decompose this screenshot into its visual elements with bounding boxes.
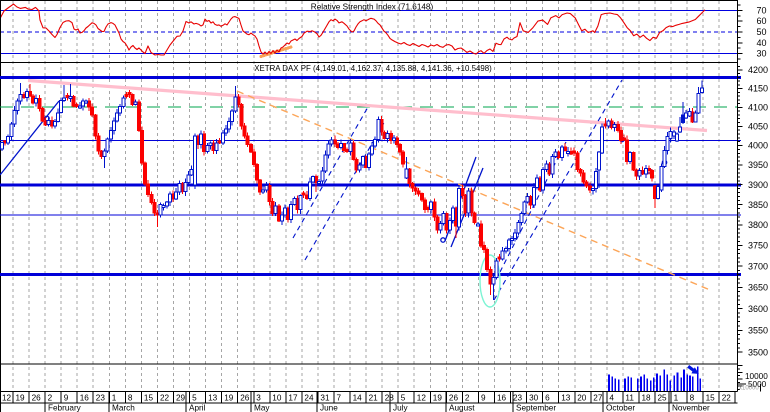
svg-text:10000: 10000 — [745, 372, 768, 381]
svg-text:4: 4 — [609, 394, 614, 403]
svg-text:3950: 3950 — [748, 160, 768, 170]
svg-text:50: 50 — [756, 27, 766, 37]
svg-text:19: 19 — [224, 394, 234, 403]
svg-text:20: 20 — [577, 394, 587, 403]
svg-text:3600: 3600 — [748, 304, 768, 314]
svg-text:27: 27 — [593, 394, 603, 403]
svg-text:12: 12 — [417, 394, 427, 403]
svg-text:13: 13 — [208, 394, 218, 403]
svg-text:5000: 5000 — [748, 380, 767, 389]
svg-text:3650: 3650 — [748, 283, 768, 293]
svg-text:23: 23 — [96, 394, 106, 403]
svg-text:August: August — [449, 404, 475, 412]
svg-text:October: October — [606, 404, 635, 412]
svg-text:March: March — [112, 404, 135, 412]
svg-text:26: 26 — [449, 394, 459, 403]
svg-text:19: 19 — [433, 394, 443, 403]
svg-text:April: April — [189, 404, 206, 412]
svg-text:9: 9 — [64, 394, 69, 403]
svg-text:23: 23 — [513, 394, 523, 403]
svg-text:29: 29 — [176, 394, 186, 403]
svg-text:3500: 3500 — [748, 347, 768, 357]
svg-text:3: 3 — [256, 394, 261, 403]
svg-text:4200: 4200 — [748, 65, 768, 75]
svg-text:7: 7 — [337, 394, 342, 403]
svg-text:6: 6 — [545, 394, 550, 403]
svg-text:5: 5 — [192, 394, 197, 403]
svg-text:3850: 3850 — [748, 200, 768, 210]
svg-text:Relative Strength Index (71.61: Relative Strength Index (71.6148) — [311, 3, 434, 12]
svg-text:11: 11 — [625, 394, 634, 403]
svg-text:4150: 4150 — [748, 84, 768, 94]
svg-text:13: 13 — [561, 394, 571, 403]
svg-text:10: 10 — [272, 394, 282, 403]
svg-text:July: July — [393, 404, 408, 412]
svg-text:May: May — [254, 404, 270, 412]
svg-text:25: 25 — [658, 394, 668, 403]
svg-text:24: 24 — [304, 394, 314, 403]
svg-text:8: 8 — [128, 394, 133, 403]
svg-text:19: 19 — [16, 394, 26, 403]
svg-text:3550: 3550 — [748, 326, 768, 336]
svg-text:3900: 3900 — [748, 180, 768, 190]
svg-text:22: 22 — [160, 394, 170, 403]
svg-text:1: 1 — [674, 394, 679, 403]
svg-text:22: 22 — [722, 394, 732, 403]
svg-text:26: 26 — [32, 394, 42, 403]
svg-text:3700: 3700 — [748, 261, 768, 271]
svg-text:3750: 3750 — [748, 241, 768, 251]
svg-text:16: 16 — [497, 394, 507, 403]
svg-text:18: 18 — [642, 394, 652, 403]
svg-text:September: September — [516, 404, 556, 412]
svg-text:26: 26 — [240, 394, 250, 403]
svg-text:2: 2 — [465, 394, 470, 403]
svg-text:15: 15 — [706, 394, 716, 403]
svg-text:2: 2 — [48, 394, 53, 403]
svg-text:8: 8 — [690, 394, 695, 403]
svg-text:4000: 4000 — [748, 141, 768, 151]
svg-text:30: 30 — [529, 394, 539, 403]
svg-text:14: 14 — [353, 394, 363, 403]
svg-text:x10000: x10000 — [739, 386, 759, 392]
svg-text:June: June — [320, 404, 338, 412]
svg-text:February: February — [48, 404, 82, 412]
svg-text:XETRA DAX PF (4,149.01, 4,162.: XETRA DAX PF (4,149.01, 4,162.37, 4,135.… — [254, 64, 492, 73]
svg-text:4050: 4050 — [748, 122, 768, 132]
svg-text:30: 30 — [756, 49, 766, 59]
svg-text:9: 9 — [481, 394, 486, 403]
svg-text:16: 16 — [80, 394, 90, 403]
svg-text:60: 60 — [756, 16, 766, 26]
svg-text:4100: 4100 — [748, 103, 768, 113]
svg-text:21: 21 — [369, 394, 379, 403]
svg-text:31: 31 — [320, 394, 330, 403]
svg-text:17: 17 — [288, 394, 298, 403]
svg-text:28: 28 — [385, 394, 395, 403]
svg-text:70: 70 — [756, 6, 766, 16]
svg-text:5: 5 — [401, 394, 406, 403]
svg-text:12: 12 — [2, 394, 12, 403]
svg-text:40: 40 — [756, 38, 766, 48]
svg-text:1: 1 — [112, 394, 117, 403]
svg-text:3800: 3800 — [748, 220, 768, 230]
svg-text:November: November — [672, 404, 710, 412]
svg-text:15: 15 — [144, 394, 154, 403]
